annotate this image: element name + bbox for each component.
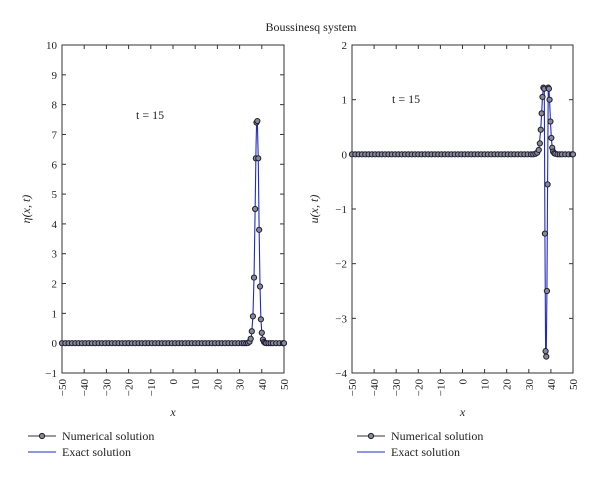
x-tick-label: 20 [212, 379, 224, 391]
data-point [254, 117, 261, 125]
y-tick-label: 2 [342, 40, 348, 52]
data-point [548, 134, 555, 142]
y-tick-label: −1 [335, 204, 347, 216]
legend: Numerical solution Exact solution [28, 429, 154, 459]
legend-label: Exact solution [62, 445, 131, 459]
data-point [543, 353, 550, 360]
x-tick-label: −30 [101, 379, 113, 397]
data-point [250, 274, 258, 281]
data-point [543, 287, 551, 295]
x-tick-label: −10 [435, 379, 447, 397]
y-axis-label: u(x, t) [307, 195, 321, 224]
data-point [248, 328, 255, 335]
numerical-solution-markers [58, 117, 288, 347]
data-point [257, 316, 265, 323]
x-axis-label: x [459, 405, 466, 419]
time-annotation: t = 15 [136, 108, 164, 122]
y-tick-label: 0 [52, 338, 58, 350]
y-tick-label: 2 [52, 279, 58, 291]
plot-frame [351, 44, 574, 374]
legend-swatch-marker [367, 432, 375, 440]
y-tick-label: −1 [45, 368, 57, 380]
y-tick-label: 10 [46, 40, 58, 52]
x-tick-label: 50 [568, 379, 580, 391]
legend-swatch-marker [38, 432, 46, 440]
x-tick-label: −20 [124, 379, 136, 397]
x-tick-label: −50 [57, 379, 69, 397]
x-tick-label: 30 [235, 379, 247, 391]
y-tick-label: 1 [342, 95, 348, 107]
y-tick-label: 9 [52, 70, 58, 82]
x-tick-label: −40 [369, 379, 381, 397]
legend-label: Numerical solution [62, 429, 154, 443]
x-tick-label: −40 [79, 379, 91, 397]
legend: Numerical solution Exact solution [357, 429, 483, 459]
y-axis-label: η(x, t) [19, 195, 33, 224]
y-tick-label: 6 [52, 159, 58, 171]
y-tick-label: −4 [335, 368, 347, 380]
data-point [536, 140, 543, 147]
y-tick-label: −3 [335, 313, 347, 325]
x-tick-label: 30 [524, 379, 536, 391]
figure-title: Boussinesq system [265, 20, 357, 34]
time-annotation: t = 15 [392, 92, 420, 106]
x-tick-label: 40 [257, 379, 269, 391]
plot-frame [61, 44, 285, 374]
data-point [542, 348, 549, 355]
data-point [537, 126, 544, 133]
data-point [252, 205, 259, 213]
data-point [256, 283, 264, 290]
data-point [256, 226, 263, 233]
exact-solution-line [62, 119, 284, 344]
data-point [255, 155, 262, 162]
x-tick-label: −50 [347, 379, 359, 397]
data-point [545, 85, 553, 92]
data-point [547, 118, 554, 125]
data-point [258, 329, 265, 336]
data-point [538, 110, 545, 117]
data-point [544, 181, 551, 188]
legend-label: Exact solution [391, 445, 460, 459]
x-axis-label: x [169, 405, 176, 419]
x-tick-label: 10 [480, 379, 492, 391]
data-point [541, 230, 549, 237]
x-tick-label: 0 [168, 379, 180, 385]
data-point [539, 93, 546, 101]
y-tick-label: 5 [52, 189, 58, 201]
x-tick-label: 50 [279, 379, 291, 391]
y-tick-label: 3 [52, 249, 58, 261]
data-point [569, 151, 577, 158]
y-tick-label: −2 [335, 259, 347, 271]
data-point [280, 340, 288, 347]
x-tick-label: 40 [546, 379, 558, 391]
x-tick-label: −30 [391, 379, 403, 397]
y-tick-label: 8 [52, 100, 58, 112]
data-point [247, 335, 254, 342]
data-point [249, 313, 257, 320]
y-tick-label: 0 [342, 149, 348, 161]
x-tick-label: −10 [146, 379, 158, 397]
legend-label: Numerical solution [391, 429, 483, 443]
numerical-solution-markers [348, 84, 577, 360]
data-point [535, 146, 542, 154]
data-point [546, 96, 553, 103]
y-tick-label: 4 [52, 219, 58, 231]
y-tick-label: 7 [52, 129, 58, 141]
x-tick-label: 20 [502, 379, 514, 391]
x-tick-label: 0 [458, 379, 470, 385]
x-tick-label: 10 [190, 379, 202, 391]
y-tick-label: 1 [52, 308, 58, 320]
x-tick-label: −20 [413, 379, 425, 397]
